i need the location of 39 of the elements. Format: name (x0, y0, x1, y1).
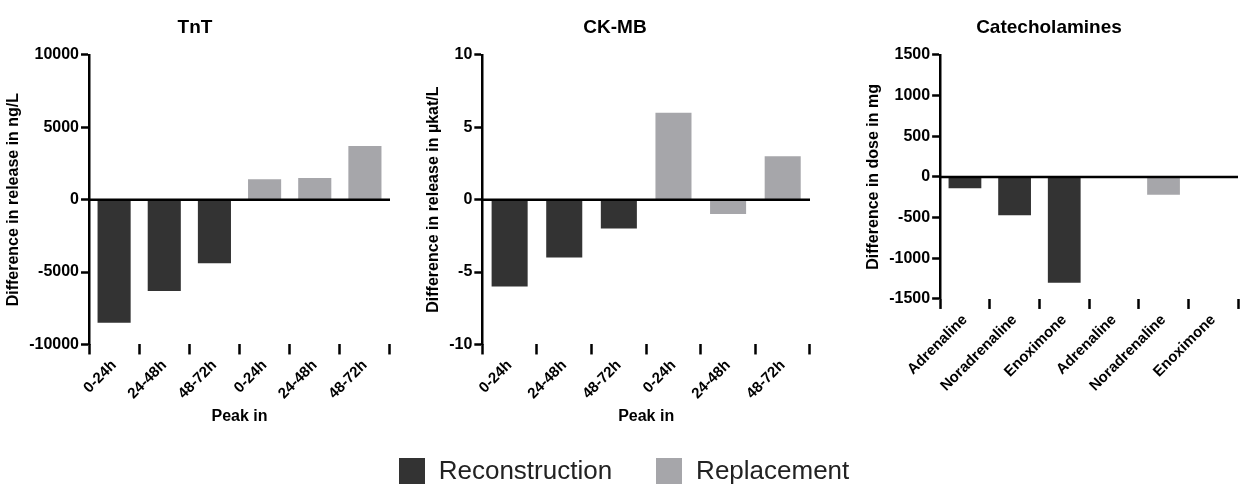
bar (600, 200, 637, 229)
y-tick-label: 5 (463, 117, 473, 135)
chart-title: Catecholamines (976, 15, 1122, 37)
y-axis-title: Difference in dose in mg (864, 83, 882, 270)
bar (491, 200, 528, 287)
bar (764, 156, 801, 200)
y-tick-label: -500 (898, 207, 931, 225)
y-tick-label: -10 (449, 334, 473, 352)
x-axis-title: Peak in (618, 406, 675, 424)
bar (655, 112, 692, 200)
y-tick-label: 1000 (894, 85, 931, 103)
bar (197, 200, 231, 264)
chart-title: TnT (177, 15, 213, 37)
bar (97, 200, 131, 323)
bar (348, 146, 382, 200)
y-tick-label: 10 (454, 45, 473, 63)
bar (147, 200, 181, 291)
y-axis-title: Difference in release in ng/L (4, 92, 22, 307)
y-tick-label: -5 (458, 262, 473, 280)
y-tick-label: 500 (903, 126, 931, 144)
bar (546, 200, 583, 258)
y-tick-label: -1000 (889, 248, 931, 266)
y-tick-label: 0 (463, 190, 473, 208)
y-tick-label: 10000 (34, 45, 80, 63)
y-tick-label: 5000 (43, 117, 80, 135)
y-tick-label: 0 (921, 167, 931, 185)
y-tick-label: -10000 (29, 334, 80, 352)
legend-label: Reconstruction (438, 455, 613, 486)
y-tick-label: -5000 (38, 262, 80, 280)
y-tick-label: -1500 (889, 289, 931, 307)
y-tick-label: 0 (70, 190, 80, 208)
bar (298, 177, 332, 200)
y-axis-title: Difference in release in µkat/L (424, 86, 442, 313)
bar (710, 200, 747, 215)
bar (248, 179, 282, 200)
legend-label: Replacement (696, 455, 850, 486)
x-axis-title: Peak in (211, 406, 268, 424)
y-tick-label: 1500 (894, 45, 931, 63)
chart-title: CK-MB (583, 15, 647, 37)
